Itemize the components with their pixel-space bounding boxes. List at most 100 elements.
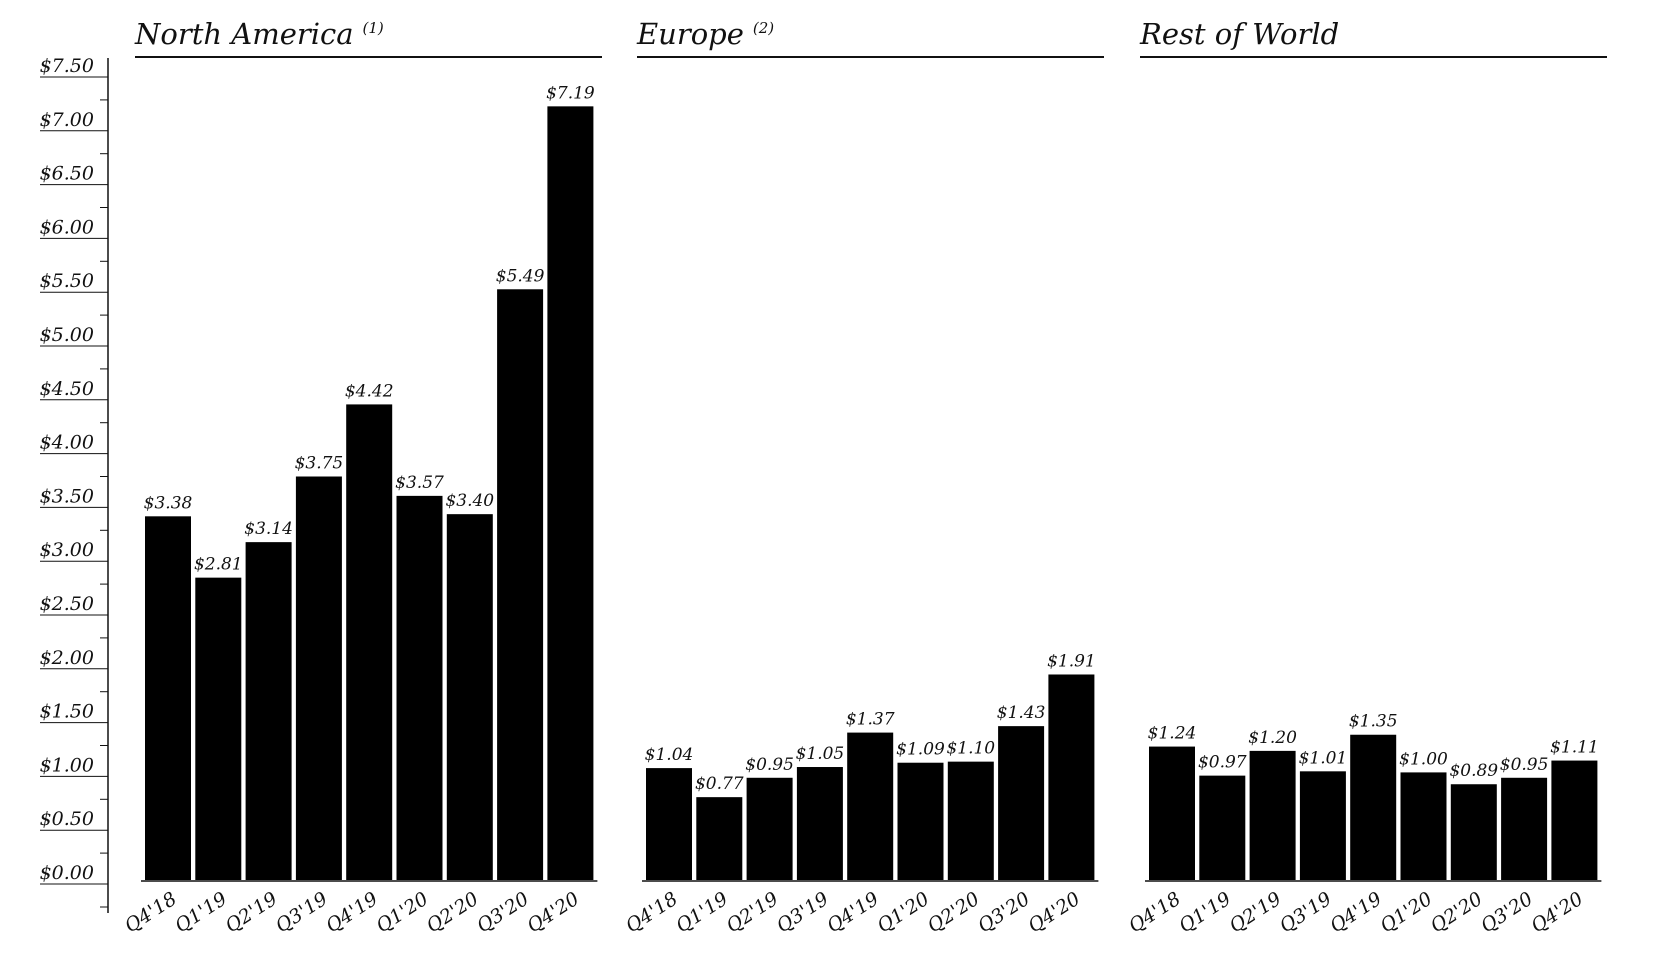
bar-value-label: $1.43	[997, 703, 1046, 723]
panel-title: Europe	[636, 17, 744, 51]
x-category-label: Q2'20	[423, 888, 483, 938]
bar	[295, 476, 342, 880]
bar	[1551, 760, 1598, 880]
bar-value-label: $1.35	[1349, 712, 1398, 732]
panel-title: Rest of World	[1139, 17, 1339, 51]
panel-title-footnote: (2)	[753, 19, 774, 37]
y-tick-label: $7.50	[40, 55, 94, 77]
bar	[1299, 771, 1346, 880]
x-category-label: Q1'19	[1175, 888, 1235, 938]
bar-value-label: $1.11	[1550, 738, 1599, 758]
y-tick-label: $2.00	[40, 647, 94, 669]
x-category-label: Q3'20	[473, 888, 533, 938]
x-category-label: Q4'20	[523, 888, 583, 938]
bar-value-label: $2.81	[194, 555, 243, 575]
bar	[947, 761, 994, 880]
y-tick-label: $4.50	[40, 378, 94, 400]
bar-value-label: $1.05	[796, 744, 845, 764]
y-tick-label: $1.00	[40, 754, 94, 776]
bar	[796, 767, 843, 880]
bar	[446, 514, 493, 880]
x-category-label: Q4'19	[823, 888, 883, 938]
panel-north-america: North America (1) $3.38 Q4'18 $2.81 Q1'19 $3.1…	[121, 17, 602, 937]
x-category-label: Q4'18	[1125, 888, 1185, 938]
y-tick-label: $5.00	[40, 324, 94, 346]
x-category-label: Q3'20	[1477, 888, 1537, 938]
bar	[1149, 746, 1195, 880]
bar-value-label: $3.75	[295, 454, 344, 474]
bar	[646, 768, 692, 880]
y-axis: $0.00 $0.50 $1.00 $1.50 $2.00 $2.50 $3.00 $3.50…	[40, 55, 109, 913]
y-tick-label: $0.00	[40, 862, 94, 884]
bar	[696, 797, 743, 880]
bar-value-label: $0.95	[745, 755, 794, 775]
y-tick-label: $0.50	[40, 808, 94, 830]
bar	[1249, 750, 1296, 880]
y-tick-label: $4.00	[40, 432, 94, 454]
y-tick-label: $1.50	[40, 701, 94, 723]
bar	[1400, 772, 1447, 880]
x-category-label: Q2'20	[924, 888, 984, 938]
x-category-label: Q4'18	[121, 888, 181, 938]
bar-value-label: $4.42	[345, 381, 394, 401]
bar-value-label: $0.97	[1198, 753, 1247, 773]
x-category-label: Q3'20	[974, 888, 1034, 938]
bar-value-label: $3.57	[395, 473, 444, 493]
bar-value-label: $1.37	[846, 710, 895, 730]
bar	[1501, 777, 1548, 880]
bar	[145, 516, 191, 880]
y-tick-label: $5.50	[40, 270, 94, 292]
x-category-label: Q3'19	[1276, 888, 1336, 938]
bar	[1350, 734, 1397, 880]
bar-value-label: $1.04	[645, 745, 694, 765]
bar	[497, 289, 544, 880]
y-tick-label: $7.00	[40, 109, 94, 131]
x-category-label: Q4'20	[1527, 888, 1587, 938]
bar	[897, 762, 944, 880]
bar-value-label: $0.89	[1449, 761, 1498, 781]
bar	[998, 726, 1045, 880]
bar	[847, 732, 894, 880]
bar-value-label: $1.24	[1148, 724, 1197, 744]
bar-value-label: $1.09	[896, 740, 945, 760]
x-category-label: Q1'20	[873, 888, 933, 938]
bar	[1199, 775, 1246, 880]
x-category-label: Q3'19	[773, 888, 833, 938]
bar	[396, 495, 443, 880]
bar-value-label: $0.77	[695, 774, 744, 794]
bar-value-label: $7.19	[546, 83, 595, 103]
bar-value-label: $1.91	[1047, 651, 1096, 671]
bar	[346, 404, 393, 880]
bar	[547, 106, 594, 880]
panel-europe: Europe (2) $1.04 Q4'18 $0.77 Q1'19 $0.95 Q2'19 $…	[622, 17, 1104, 937]
bar-value-label: $3.38	[144, 493, 193, 513]
bar-value-label: $1.00	[1399, 749, 1448, 769]
x-category-label: Q4'20	[1024, 888, 1084, 938]
x-category-label: Q4'19	[1326, 888, 1386, 938]
bar	[195, 577, 242, 880]
x-category-label: Q1'20	[372, 888, 432, 938]
y-tick-label: $3.00	[40, 539, 94, 561]
bar	[746, 777, 793, 880]
bar-value-label: $3.14	[244, 519, 293, 539]
x-category-label: Q1'20	[1376, 888, 1436, 938]
x-category-label: Q2'19	[722, 888, 782, 938]
bar-value-label: $1.10	[946, 739, 995, 759]
x-category-label: Q2'20	[1427, 888, 1487, 938]
x-category-label: Q3'19	[272, 888, 332, 938]
bar-value-label: $1.01	[1299, 748, 1348, 768]
bar	[245, 542, 292, 880]
panel-title: North America	[134, 17, 354, 51]
bar-value-label: $5.49	[496, 266, 545, 286]
y-tick-label: $3.50	[40, 485, 94, 507]
x-category-label: Q1'19	[171, 888, 231, 938]
x-category-label: Q4'18	[622, 888, 682, 938]
y-tick-label: $6.50	[40, 163, 94, 185]
y-tick-label: $2.50	[40, 593, 94, 615]
y-tick-label: $6.00	[40, 216, 94, 238]
chart-panels: North America (1) $3.38 Q4'18 $2.81 Q1'19 $3.1…	[121, 17, 1607, 937]
bar-value-label: $0.95	[1500, 755, 1549, 775]
bar-value-label: $1.20	[1248, 728, 1297, 748]
